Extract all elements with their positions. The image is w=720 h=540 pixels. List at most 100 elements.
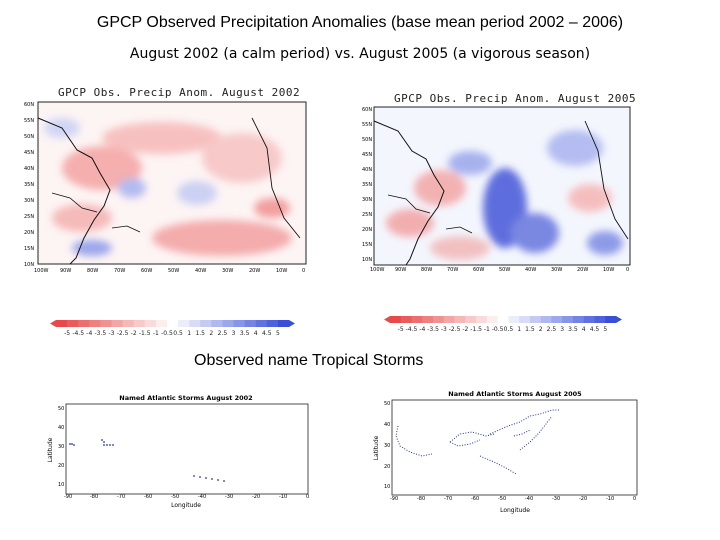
x-tick: 0 — [306, 494, 309, 500]
colorbar-cell — [540, 316, 552, 323]
colorbar-label: -4.5 — [72, 330, 84, 337]
precip-anomaly-map-2005: 60N 55N 50N 45N 40N 35N 30N 25N 20N 15N … — [362, 106, 631, 273]
x-tick: -30 — [225, 494, 233, 500]
colorbar-cell — [178, 320, 190, 327]
colorbar-label: -5 — [398, 326, 404, 333]
lat-label: 50N — [362, 137, 372, 143]
lon-label: 60W — [141, 268, 152, 274]
lon-label: 80W — [87, 268, 98, 274]
colorbar-label: 2.5 — [218, 330, 228, 337]
lat-label: 45N — [24, 150, 34, 156]
colorbar-label: -0.5 — [492, 326, 504, 333]
lon-label: 0 — [626, 267, 629, 273]
lat-label: 15N — [24, 246, 34, 252]
x-tick: -80 — [417, 496, 425, 502]
colorbar-cell — [56, 320, 68, 327]
lat-label: 30N — [24, 198, 34, 204]
lat-label: 50N — [24, 134, 34, 140]
colorbar-max-arrow — [616, 316, 622, 323]
y-tick: 30 — [58, 444, 64, 450]
colorbar-label: -3.5 — [95, 330, 107, 337]
colorbar-cell — [244, 320, 257, 327]
lon-label: 50W — [499, 267, 510, 273]
lon-label: 100W — [370, 267, 385, 273]
storm-plot-title: Named Atlantic Storms August 2005 — [448, 390, 582, 398]
lat-label: 10N — [24, 262, 34, 268]
x-tick: -40 — [525, 496, 533, 502]
colorbar-cell — [233, 320, 245, 327]
colorbar-cell — [508, 316, 520, 323]
x-tick: -70 — [444, 496, 452, 502]
lat-label: 60N — [24, 102, 34, 108]
precip-anomaly-map-2002: 60N 55N 50N 45N 40N 35N 30N 25N 20N 15N … — [24, 101, 307, 274]
lat-label: 25N — [24, 214, 34, 220]
colorbar-label: 1.5 — [525, 326, 535, 333]
colorbar-label: -3 — [441, 326, 447, 333]
colorbar-label: 4 — [582, 326, 586, 333]
colorbar-cell — [411, 316, 423, 323]
colorbar-cell — [166, 320, 179, 327]
colorbar-cell — [454, 316, 466, 323]
x-axis-label: Longitude — [171, 502, 201, 509]
y-tick: 50 — [58, 406, 64, 412]
x-tick: -90 — [390, 496, 398, 502]
lon-label: 10W — [603, 267, 614, 273]
lat-label: 25N — [362, 212, 372, 218]
y-tick: 40 — [384, 422, 390, 428]
colorbar-min-arrow — [50, 320, 56, 327]
lat-label: 40N — [24, 166, 34, 172]
lat-label: 55N — [362, 122, 372, 128]
colorbar-cell — [100, 320, 112, 327]
colorbar-label: 3.5 — [568, 326, 578, 333]
map-2005-title: GPCP Obs. Precip Anom. August 2005 — [394, 92, 637, 105]
x-tick: -80 — [90, 494, 98, 500]
storm-tracks-2002: Named Atlantic Storms August 2002 -90 -8… — [47, 394, 309, 509]
colorbar-cell — [111, 320, 123, 327]
colorbar-label: -5 — [64, 330, 70, 337]
colorbar-label: 3.5 — [240, 330, 250, 337]
lat-label: 15N — [362, 242, 372, 248]
colorbar-cell — [144, 320, 157, 327]
lat-label: 40N — [362, 167, 372, 173]
x-tick: -20 — [252, 494, 260, 500]
y-tick: 20 — [58, 463, 64, 469]
page-title: GPCP Observed Precipitation Anomalies (b… — [96, 14, 624, 31]
x-tick: -10 — [606, 496, 614, 502]
colorbar-label: -2 — [131, 330, 137, 337]
page-subtitle: August 2002 (a calm period) vs. August 2… — [129, 46, 591, 62]
lon-label: 0 — [302, 268, 305, 274]
colorbar-label: 4.5 — [590, 326, 600, 333]
colorbar-cell — [390, 316, 402, 323]
colorbar-label: 5 — [603, 326, 607, 333]
colorbar-label: -4.5 — [406, 326, 418, 333]
lon-label: 30W — [222, 268, 233, 274]
x-tick: -50 — [171, 494, 179, 500]
lon-label: 20W — [577, 267, 588, 273]
colorbar-cell — [255, 320, 268, 327]
x-tick: -60 — [144, 494, 152, 500]
x-tick: 0 — [633, 496, 636, 502]
colorbar-cell — [476, 316, 488, 323]
y-axis-label: Latitude — [373, 435, 380, 460]
colorbar-label: -1 — [153, 330, 159, 337]
colorbar-label: -0.5 — [161, 330, 173, 337]
colorbar-cell — [67, 320, 79, 327]
colorbar-label: 5 — [276, 330, 280, 337]
colorbar-labels: -5 -4.5 -4 -3.5 -3 -2.5 -2 -1.5 -1 -0.5 0.5 1 1.5 2 2.… — [398, 326, 608, 333]
colorbar-label: -2.5 — [449, 326, 461, 333]
lat-label: 35N — [24, 182, 34, 188]
lon-label: 10W — [276, 268, 287, 274]
storms-heading: Observed name Tropical Storms — [194, 352, 424, 369]
storm-plot-title: Named Atlantic Storms August 2002 — [119, 394, 252, 402]
colorbar-labels: -5 -4.5 -4 -3.5 -3 -2.5 -2 -1.5 -1 -0.5 0.5 1 1.5 2 2.… — [64, 330, 280, 337]
x-tick: -40 — [198, 494, 206, 500]
colorbar-cell — [529, 316, 541, 323]
colorbar-cell — [605, 316, 617, 323]
colorbar-cell — [519, 316, 531, 323]
lon-label: 90W — [395, 267, 406, 273]
colorbar-cell — [422, 316, 434, 323]
y-tick: 20 — [384, 464, 390, 470]
colorbar-label: 3 — [232, 330, 236, 337]
colorbar-label: 2 — [209, 330, 213, 337]
colorbar-2005: -5 -4.5 -4 -3.5 -3 -2.5 -2 -1.5 -1 -0.5 0.5 1 1.5 2 2.… — [384, 316, 622, 333]
